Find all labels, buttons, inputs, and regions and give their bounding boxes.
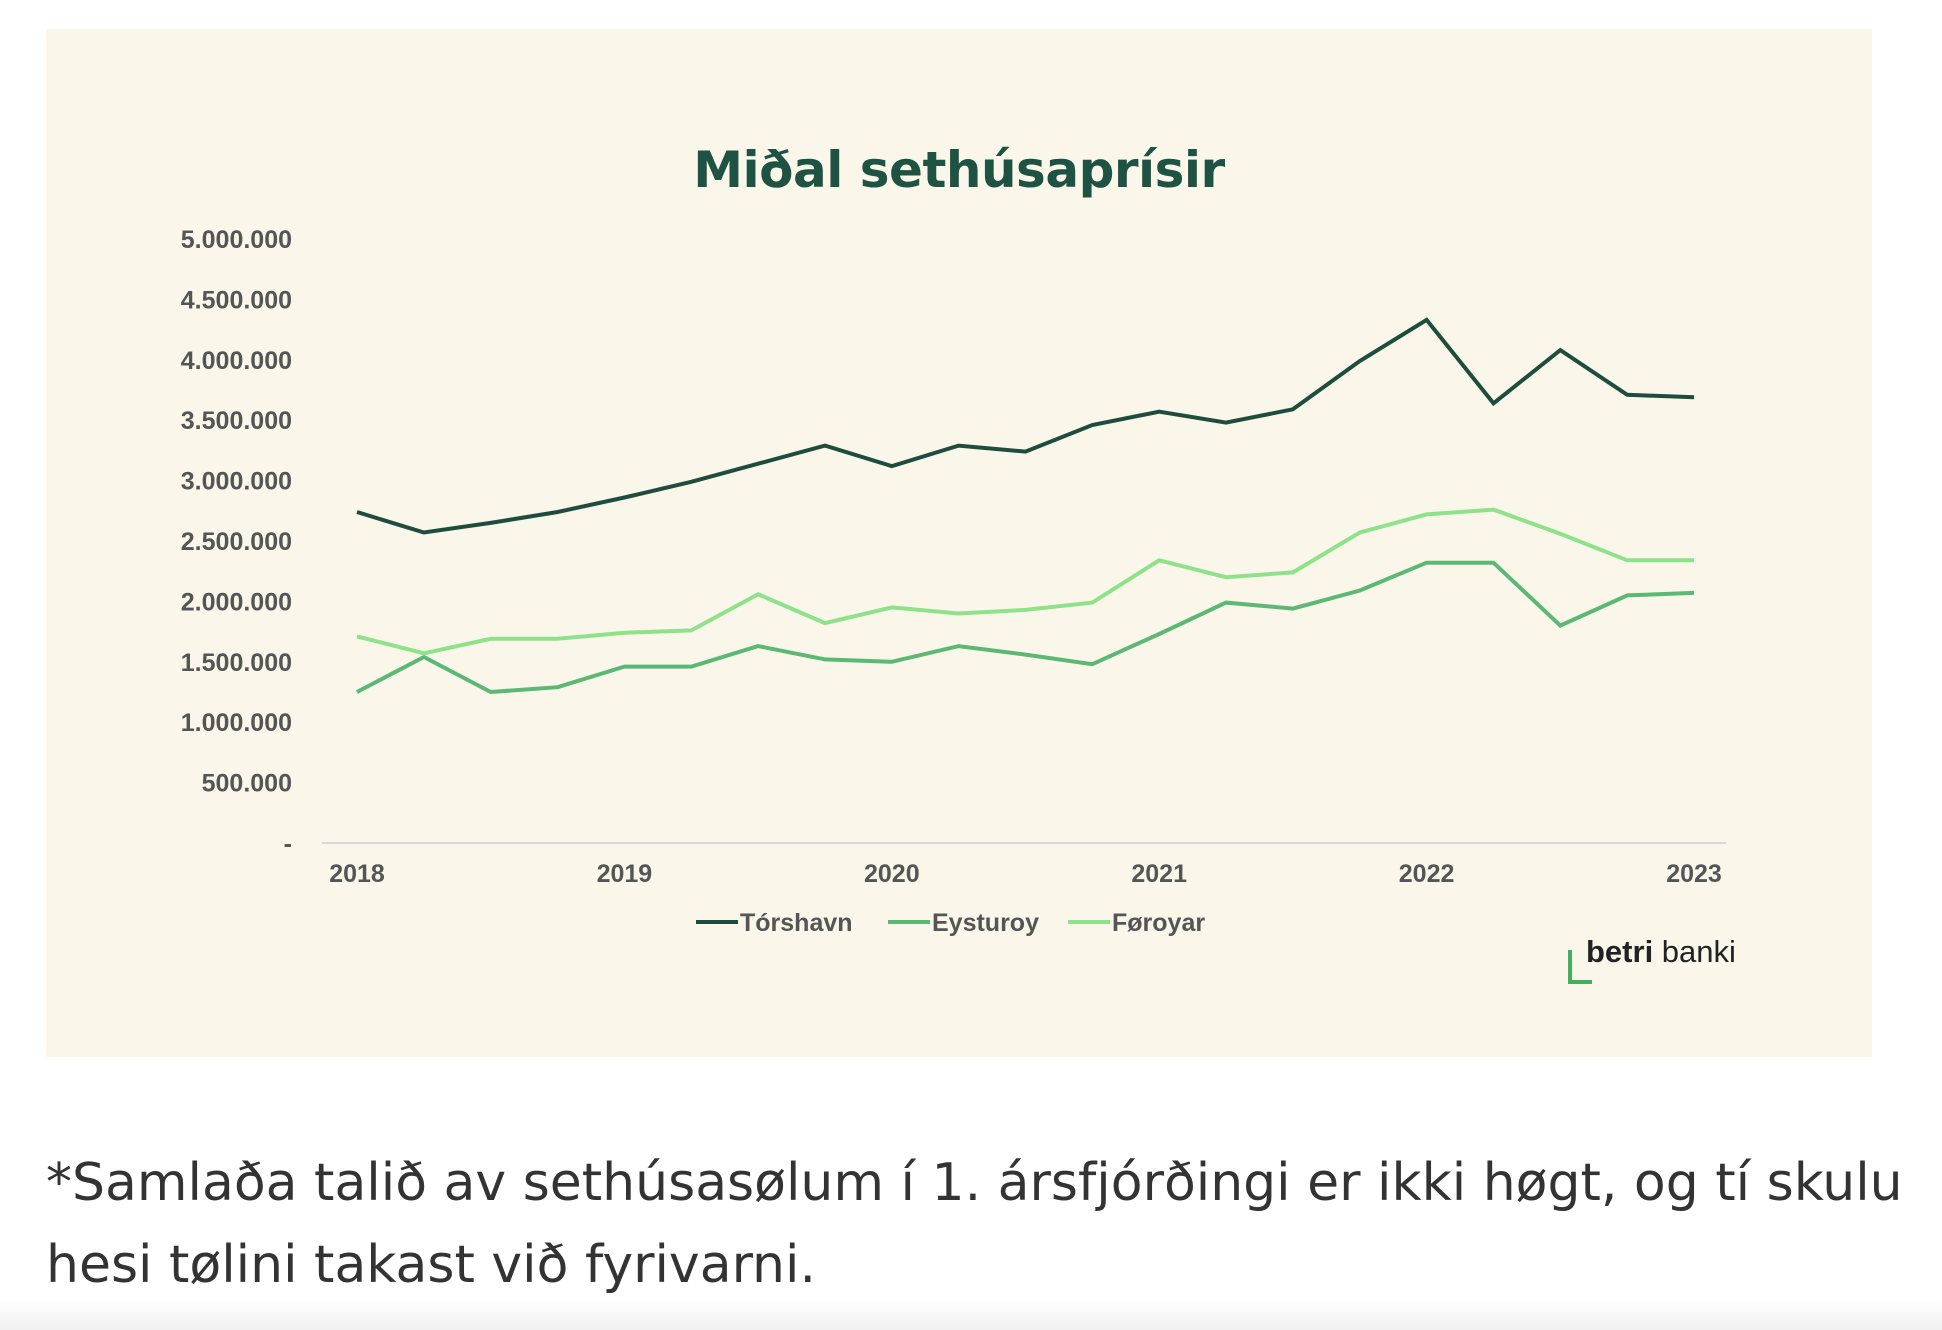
legend-label: Eysturoy: [932, 909, 1039, 937]
y-tick-label: 3.500.000: [181, 407, 292, 435]
line-chart: 5.000.000 4.500.000 4.000.000 3.500.000 3.00…: [181, 226, 1726, 937]
y-tick-label: 3.000.000: [181, 468, 292, 496]
x-tick-label: 2023: [1666, 860, 1722, 888]
legend-label: Tórshavn: [740, 909, 853, 937]
x-tick-label: 2018: [329, 860, 385, 888]
x-tick-label: 2019: [597, 860, 653, 888]
series-line-2: [356, 560, 1695, 695]
y-tick-label: 2.000.000: [181, 588, 292, 616]
betri-banki-logo: betri banki: [1568, 934, 1808, 1004]
y-tick-label: 5.000.000: [181, 226, 292, 254]
y-tick-label: 4.500.000: [181, 286, 292, 314]
y-tick-label: 1.000.000: [181, 709, 292, 737]
series-line-3: [356, 507, 1694, 656]
x-tick-label: 2021: [1131, 860, 1187, 888]
y-tick-label: 1.500.000: [181, 649, 292, 677]
axis-layer: 5.000.000 4.500.000 4.000.000 3.500.000 3.00…: [181, 226, 1726, 888]
chart-title: Miðal sethúsaprísir: [693, 141, 1225, 199]
y-tick-label: 4.000.000: [181, 347, 292, 375]
series-layer: [356, 317, 1695, 695]
y-tick-label: 500.000: [202, 770, 292, 798]
y-tick-label: -: [284, 830, 292, 858]
footnote: *Samlaða talið av sethúsasølum í 1. ársf…: [46, 1153, 1903, 1295]
series-line-1: [356, 317, 1695, 535]
logo-text-rest: banki: [1653, 934, 1736, 969]
legend-label: Føroyar: [1112, 909, 1205, 937]
logo-bracket-icon: [1568, 950, 1592, 984]
logo-text-bold: betri: [1586, 934, 1654, 969]
y-tick-label: 2.500.000: [181, 528, 292, 556]
x-tick-label: 2022: [1399, 860, 1455, 888]
chart-card: Miðal sethúsaprísir 5.000.000 4.500.000 4.…: [46, 29, 1872, 1057]
bottom-fade: [0, 1300, 1942, 1330]
legend: Tórshavn Eysturoy Føroyar: [696, 909, 1205, 937]
x-tick-label: 2020: [864, 860, 920, 888]
